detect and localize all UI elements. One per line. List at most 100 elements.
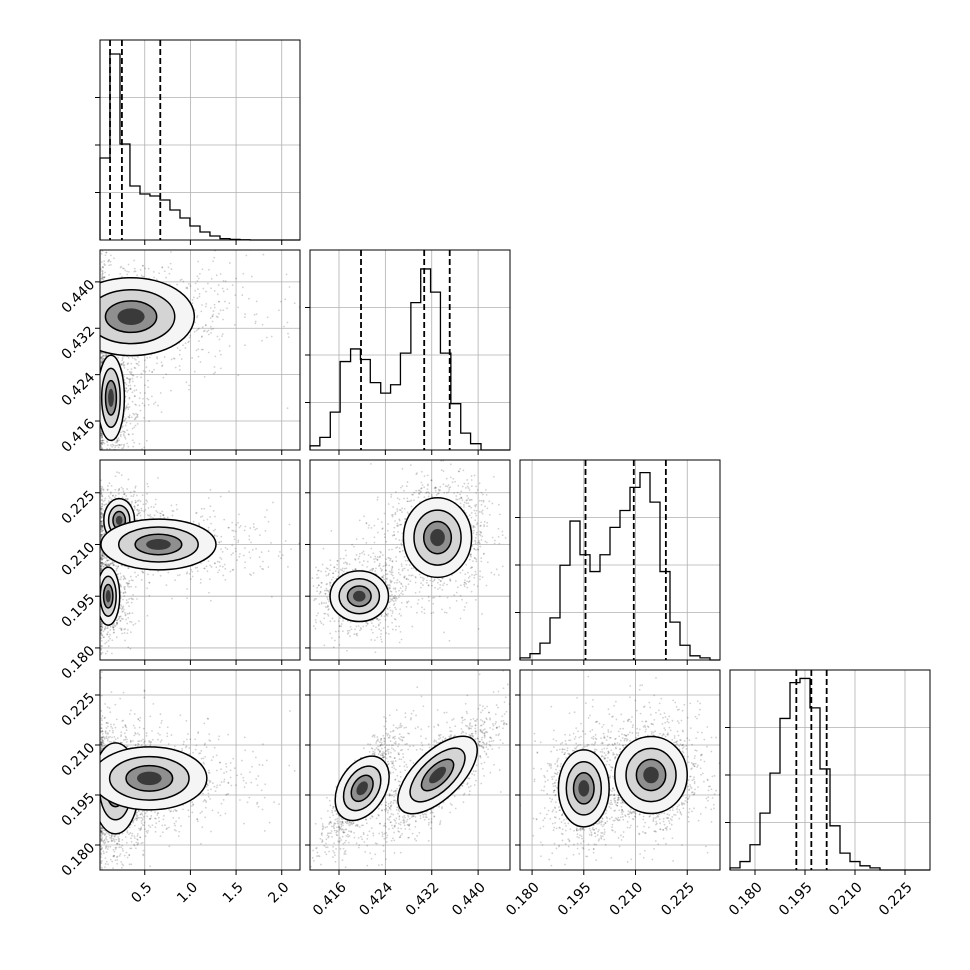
scatter-point bbox=[106, 447, 109, 450]
scatter-point bbox=[106, 840, 109, 843]
scatter-point bbox=[171, 597, 173, 600]
scatter-point bbox=[207, 526, 210, 529]
scatter-point bbox=[129, 387, 132, 390]
scatter-point bbox=[144, 509, 147, 511]
scatter-point bbox=[227, 526, 230, 529]
scatter-point bbox=[100, 625, 103, 627]
scatter-point bbox=[102, 441, 105, 444]
scatter-point bbox=[122, 490, 125, 493]
scatter-point bbox=[119, 627, 122, 630]
scatter-point bbox=[146, 482, 149, 485]
scatter-point bbox=[104, 627, 107, 630]
scatter-point bbox=[194, 290, 197, 292]
scatter-point bbox=[104, 563, 107, 566]
scatter-point bbox=[104, 254, 107, 257]
scatter-point bbox=[238, 513, 240, 516]
scatter-point bbox=[144, 392, 146, 394]
scatter-point bbox=[166, 516, 169, 519]
scatter-point bbox=[130, 368, 133, 370]
scatter-point bbox=[134, 486, 137, 489]
scatter-point bbox=[210, 287, 212, 290]
scatter-point bbox=[281, 554, 284, 557]
scatter-point bbox=[101, 465, 103, 467]
scatter-point bbox=[207, 351, 210, 354]
scatter-point bbox=[106, 441, 109, 444]
scatter-point bbox=[123, 628, 126, 631]
scatter-point bbox=[105, 641, 108, 644]
scatter-point bbox=[209, 317, 212, 320]
scatter-point bbox=[100, 479, 102, 482]
scatter-point bbox=[101, 730, 104, 733]
scatter-point bbox=[100, 628, 103, 631]
scatter-point bbox=[108, 564, 111, 567]
scatter-point bbox=[135, 815, 138, 818]
scatter-point bbox=[148, 420, 151, 423]
scatter-point bbox=[111, 472, 113, 474]
scatter-point bbox=[178, 368, 181, 371]
scatter-point bbox=[206, 518, 209, 521]
scatter-point bbox=[120, 608, 123, 611]
scatter-point bbox=[134, 270, 137, 273]
scatter-point bbox=[206, 570, 209, 573]
scatter-point bbox=[141, 276, 144, 278]
scatter-point bbox=[224, 568, 227, 570]
scatter-point bbox=[182, 280, 185, 283]
scatter-point bbox=[172, 357, 175, 360]
scatter-point bbox=[131, 356, 134, 359]
scatter-point bbox=[114, 441, 117, 444]
scatter-point bbox=[105, 503, 108, 505]
scatter-point bbox=[279, 551, 281, 553]
scatter-point bbox=[191, 575, 194, 578]
scatter-point bbox=[132, 593, 134, 596]
scatter-point bbox=[143, 416, 145, 419]
scatter-point bbox=[101, 439, 104, 442]
scatter-point bbox=[100, 520, 103, 523]
scatter-point bbox=[235, 523, 238, 526]
scatter-point bbox=[242, 554, 245, 557]
scatter-point bbox=[101, 561, 104, 564]
scatter-point bbox=[101, 645, 103, 648]
scatter-point bbox=[122, 433, 125, 435]
scatter-point bbox=[129, 384, 132, 387]
scatter-point bbox=[127, 415, 130, 418]
scatter-point bbox=[146, 492, 148, 495]
scatter-point bbox=[260, 551, 263, 554]
scatter-point bbox=[100, 645, 103, 647]
scatter-point bbox=[179, 349, 181, 352]
scatter-point bbox=[109, 456, 111, 458]
scatter-point bbox=[128, 582, 130, 585]
scatter-point bbox=[100, 525, 103, 527]
scatter-point bbox=[101, 356, 104, 358]
scatter-point bbox=[220, 540, 223, 543]
scatter-point bbox=[223, 563, 226, 566]
scatter-point bbox=[176, 283, 178, 286]
scatter-point bbox=[212, 529, 215, 532]
scatter-point bbox=[142, 571, 144, 573]
scatter-point bbox=[142, 727, 145, 730]
scatter-point bbox=[122, 610, 124, 613]
scatter-point bbox=[100, 277, 103, 280]
scatter-point bbox=[349, 347, 351, 349]
scatter-point bbox=[100, 528, 103, 531]
scatter-point bbox=[125, 581, 128, 584]
scatter-point bbox=[120, 628, 123, 631]
scatter-point bbox=[205, 565, 208, 568]
scatter-point bbox=[106, 559, 108, 562]
scatter-point bbox=[133, 505, 136, 508]
scatter-point bbox=[170, 268, 173, 270]
scatter-point bbox=[118, 487, 121, 490]
scatter-point bbox=[100, 840, 103, 843]
scatter-point bbox=[107, 495, 110, 498]
scatter-point bbox=[138, 509, 141, 512]
scatter-point bbox=[210, 331, 212, 334]
scatter-point bbox=[160, 248, 162, 250]
scatter-point bbox=[127, 567, 130, 570]
scatter-point bbox=[103, 276, 106, 279]
scatter-point bbox=[114, 444, 117, 447]
scatter-point bbox=[100, 442, 103, 445]
scatter-point bbox=[100, 278, 103, 281]
scatter-point bbox=[124, 436, 126, 439]
scatter-point bbox=[258, 534, 261, 537]
scatter-point bbox=[249, 527, 252, 529]
scatter-point bbox=[213, 256, 216, 259]
